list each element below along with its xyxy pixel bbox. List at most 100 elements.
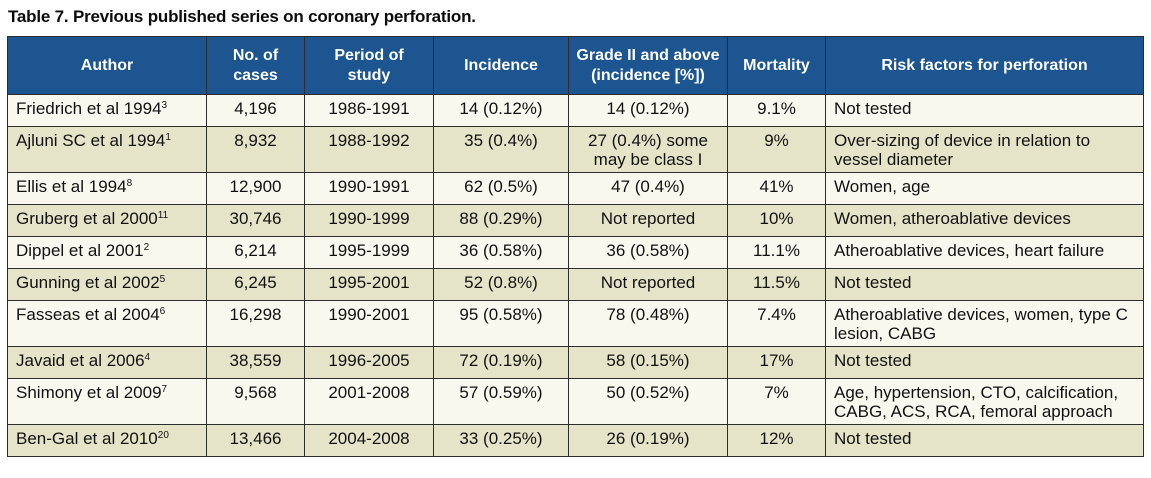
table-body: Friedrich et al 19943 4,196 1986-1991 14 (0… bbox=[7, 94, 1144, 457]
table-row: Ellis et al 19948 12,900 1990-1991 62 (0.5%… bbox=[7, 172, 1144, 205]
table-row: Dippel et al 20012 6,214 1995-1999 36 (0.58… bbox=[7, 236, 1144, 269]
cell-incidence: 88 (0.29%) bbox=[433, 204, 569, 237]
cell-mortality: 7% bbox=[727, 378, 826, 425]
cell-risk-factors: Not tested bbox=[825, 424, 1144, 457]
cell-author: Dippel et al 20012 bbox=[7, 236, 207, 269]
cell-period: 2004-2008 bbox=[304, 424, 434, 457]
cell-author: Gruberg et al 200011 bbox=[7, 204, 207, 237]
cell-cases: 30,746 bbox=[206, 204, 305, 237]
table-row: Fasseas et al 20046 16,298 1990-2001 95 (0.… bbox=[7, 300, 1144, 347]
reference-number: 11 bbox=[157, 210, 169, 221]
table-row: Ajluni SC et al 19941 8,932 1988-1992 35 (0… bbox=[7, 126, 1144, 173]
cell-incidence: 35 (0.4%) bbox=[433, 126, 569, 173]
cell-grade2: Not reported bbox=[568, 268, 728, 301]
cell-incidence: 36 (0.58%) bbox=[433, 236, 569, 269]
author-name: Fasseas et al 2004 bbox=[16, 305, 160, 324]
cell-period: 1995-1999 bbox=[304, 236, 434, 269]
author-name: Friedrich et al 1994 bbox=[16, 99, 162, 118]
cell-mortality: 11.5% bbox=[727, 268, 826, 301]
cell-grade2: 36 (0.58%) bbox=[568, 236, 728, 269]
reference-number: 4 bbox=[144, 352, 151, 363]
cell-mortality: 10% bbox=[727, 204, 826, 237]
cell-grade2: 78 (0.48%) bbox=[568, 300, 728, 347]
cell-author: Gunning et al 20025 bbox=[7, 268, 207, 301]
table-row: Friedrich et al 19943 4,196 1986-1991 14 (0… bbox=[7, 94, 1144, 127]
author-name: Gruberg et al 2000 bbox=[16, 209, 158, 228]
cell-incidence: 52 (0.8%) bbox=[433, 268, 569, 301]
cell-cases: 16,298 bbox=[206, 300, 305, 347]
cell-period: 1990-1999 bbox=[304, 204, 434, 237]
cell-cases: 6,245 bbox=[206, 268, 305, 301]
table-row: Ben-Gal et al 201020 13,466 2004-2008 33 (0… bbox=[7, 424, 1144, 457]
perforation-series-table: Author No. of cases Period of study Inci… bbox=[7, 36, 1144, 457]
cell-cases: 4,196 bbox=[206, 94, 305, 127]
cell-risk-factors: Not tested bbox=[825, 268, 1144, 301]
cell-cases: 38,559 bbox=[206, 346, 305, 379]
cell-cases: 9,568 bbox=[206, 378, 305, 425]
cell-mortality: 17% bbox=[727, 346, 826, 379]
cell-risk-factors: Women, age bbox=[825, 172, 1144, 205]
cell-mortality: 12% bbox=[727, 424, 826, 457]
cell-risk-factors: Atheroablative devices, heart failure bbox=[825, 236, 1144, 269]
reference-number: 7 bbox=[161, 384, 168, 395]
cell-grade2: Not reported bbox=[568, 204, 728, 237]
cell-period: 1990-2001 bbox=[304, 300, 434, 347]
cell-period: 1988-1992 bbox=[304, 126, 434, 173]
reference-number: 2 bbox=[143, 242, 150, 253]
cell-mortality: 9% bbox=[727, 126, 826, 173]
reference-number: 6 bbox=[159, 306, 166, 317]
cell-incidence: 57 (0.59%) bbox=[433, 378, 569, 425]
author-name: Ellis et al 1994 bbox=[16, 177, 127, 196]
cell-incidence: 95 (0.58%) bbox=[433, 300, 569, 347]
cell-author: Ajluni SC et al 19941 bbox=[7, 126, 207, 173]
header-mortality: Mortality bbox=[727, 36, 826, 95]
cell-grade2: 58 (0.15%) bbox=[568, 346, 728, 379]
cell-author: Fasseas et al 20046 bbox=[7, 300, 207, 347]
author-name: Gunning et al 2002 bbox=[16, 273, 160, 292]
cell-author: Shimony et al 20097 bbox=[7, 378, 207, 425]
table-caption: Table 7. Previous published series on co… bbox=[8, 7, 476, 26]
table-row: Gruberg et al 200011 30,746 1990-1999 88 (0… bbox=[7, 204, 1144, 237]
cell-risk-factors: Age, hypertension, CTO, calcification, C… bbox=[825, 378, 1144, 425]
cell-period: 2001-2008 bbox=[304, 378, 434, 425]
header-row: Author No. of cases Period of study Inci… bbox=[7, 36, 1144, 95]
cell-grade2: 47 (0.4%) bbox=[568, 172, 728, 205]
cell-mortality: 9.1% bbox=[727, 94, 826, 127]
header-period: Period of study bbox=[304, 36, 434, 95]
cell-incidence: 14 (0.12%) bbox=[433, 94, 569, 127]
table-row: Shimony et al 20097 9,568 2001-2008 57 (0.5… bbox=[7, 378, 1144, 425]
reference-number: 5 bbox=[159, 274, 166, 285]
table-row: Javaid et al 20064 38,559 1996-2005 72 (0.1… bbox=[7, 346, 1144, 379]
cell-mortality: 11.1% bbox=[727, 236, 826, 269]
cell-incidence: 33 (0.25%) bbox=[433, 424, 569, 457]
header-risk-factors: Risk factors for perforation bbox=[825, 36, 1144, 95]
author-name: Javaid et al 2006 bbox=[16, 351, 145, 370]
cell-period: 1995-2001 bbox=[304, 268, 434, 301]
cell-risk-factors: Not tested bbox=[825, 94, 1144, 127]
cell-grade2: 14 (0.12%) bbox=[568, 94, 728, 127]
cell-mortality: 7.4% bbox=[727, 300, 826, 347]
header-incidence: Incidence bbox=[433, 36, 569, 95]
header-grade2: Grade II and above (incidence [%]) bbox=[568, 36, 728, 95]
cell-risk-factors: Atheroablative devices, women, type C le… bbox=[825, 300, 1144, 347]
cell-cases: 13,466 bbox=[206, 424, 305, 457]
reference-number: 20 bbox=[157, 430, 169, 441]
cell-cases: 8,932 bbox=[206, 126, 305, 173]
cell-period: 1996-2005 bbox=[304, 346, 434, 379]
cell-incidence: 62 (0.5%) bbox=[433, 172, 569, 205]
author-name: Ben-Gal et al 2010 bbox=[16, 429, 158, 448]
table-row: Gunning et al 20025 6,245 1995-2001 52 (0.8… bbox=[7, 268, 1144, 301]
cell-risk-factors: Women, atheroablative devices bbox=[825, 204, 1144, 237]
cell-incidence: 72 (0.19%) bbox=[433, 346, 569, 379]
cell-author: Friedrich et al 19943 bbox=[7, 94, 207, 127]
cell-author: Javaid et al 20064 bbox=[7, 346, 207, 379]
author-name: Dippel et al 2001 bbox=[16, 241, 144, 260]
cell-cases: 6,214 bbox=[206, 236, 305, 269]
cell-period: 1986-1991 bbox=[304, 94, 434, 127]
cell-grade2: 26 (0.19%) bbox=[568, 424, 728, 457]
reference-number: 1 bbox=[165, 132, 171, 143]
author-name: Ajluni SC et al 1994 bbox=[16, 131, 166, 150]
reference-number: 8 bbox=[126, 178, 133, 189]
cell-author: Ben-Gal et al 201020 bbox=[7, 424, 207, 457]
cell-risk-factors: Not tested bbox=[825, 346, 1144, 379]
